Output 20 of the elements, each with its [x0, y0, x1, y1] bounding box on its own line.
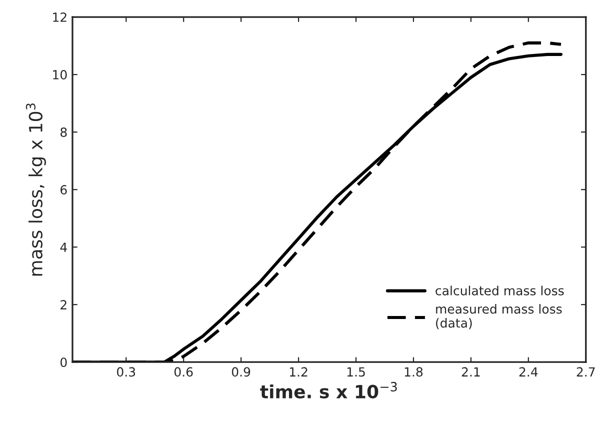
x-tick-label: 0.6	[174, 367, 193, 377]
y-tick-label: 0	[60, 358, 67, 368]
legend-label: measured mass loss (data)	[436, 304, 562, 330]
x-tick-label: 1.5	[347, 367, 365, 377]
y-tick-label: 2	[60, 300, 66, 310]
y-tick-label: 4	[60, 242, 67, 252]
x-tick-label: 1.2	[290, 367, 308, 376]
x-axis-title: time. s x 10$^{−3}$	[260, 382, 397, 398]
legend-label: calculated mass loss	[436, 286, 564, 296]
y-tick-label: 8	[60, 128, 67, 137]
y-tick-label: 10	[53, 70, 67, 80]
x-tick-label: 2.1	[462, 367, 480, 376]
y-tick-label: 12	[53, 12, 66, 22]
x-tick-label: 2.7	[576, 367, 595, 376]
x-tick-label: 1.8	[404, 367, 423, 377]
y-axis-title: mass loss, kg x 10$^{3}$	[26, 104, 46, 276]
x-tick-label: 0.9	[232, 367, 250, 377]
x-tick-label: 0.3	[117, 367, 136, 377]
y-tick-label: 6	[60, 185, 67, 194]
x-tick-label: 2.4	[519, 367, 538, 376]
